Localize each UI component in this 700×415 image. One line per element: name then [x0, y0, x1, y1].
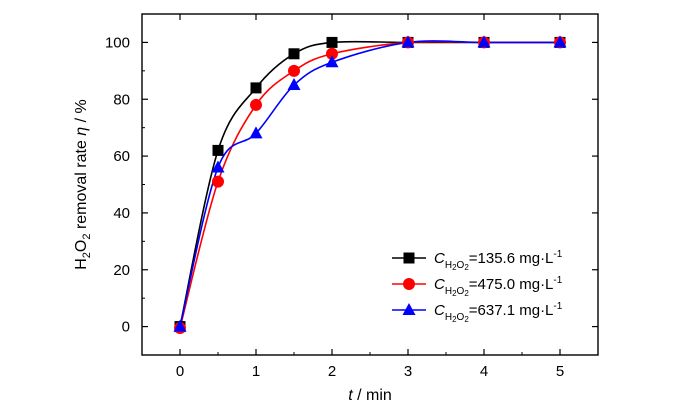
legend-marker-1 — [403, 252, 415, 264]
series-3-point — [173, 319, 187, 332]
x-tick-label: 0 — [176, 363, 184, 380]
series-1-point — [326, 36, 338, 48]
fit-curves — [179, 40, 560, 329]
series-3-point — [553, 35, 567, 48]
x-tick-label: 4 — [480, 363, 488, 380]
legend-marker-3 — [402, 303, 416, 315]
series-1-point — [212, 144, 224, 156]
legend-label-2: CH2O2=475.0 mg·L-1 — [434, 275, 563, 298]
tick-labels: 0 1 2 3 4 5 0 20 40 60 80 100 — [105, 34, 564, 380]
series-3-point — [477, 35, 491, 48]
legend-label-1: CH2O2=135.6 mg·L-1 — [434, 249, 563, 272]
series-2-point — [288, 64, 300, 77]
x-tick-label: 1 — [252, 363, 260, 380]
legend-marker-2 — [403, 278, 415, 290]
x-tick-label: 2 — [328, 363, 336, 380]
y-tick-label: 80 — [113, 91, 130, 108]
series-2-point — [212, 175, 224, 188]
series-2-point — [250, 98, 262, 111]
x-tick-label: 3 — [404, 363, 412, 380]
y-tick-label: 20 — [113, 262, 130, 279]
y-tick-label: 60 — [113, 148, 130, 165]
y-tick-label: 40 — [113, 205, 130, 222]
series-3-curve — [179, 40, 560, 327]
x-axis-title: t / min — [348, 387, 392, 404]
axis-ticks — [142, 14, 598, 355]
series-3-point — [401, 35, 415, 48]
series-2-point — [326, 47, 338, 60]
series-3-point — [287, 78, 301, 91]
series-1-point — [250, 82, 262, 94]
y-axis-title: H2O2 removal rate η / % — [73, 99, 93, 270]
y-tick-label: 0 — [122, 319, 130, 336]
legend-label-3: CH2O2=637.1 mg·L-1 — [434, 301, 563, 324]
series-3-point — [211, 160, 225, 173]
series-1-point — [288, 48, 300, 60]
y-tick-label: 100 — [105, 34, 130, 51]
series-3-point — [249, 126, 263, 139]
x-tick-label: 5 — [556, 363, 564, 380]
data-markers — [173, 35, 567, 335]
legend: CH2O2=135.6 mg·L-1 CH2O2=475.0 mg·L-1 CH2O… — [392, 249, 563, 324]
series-3-point — [325, 55, 339, 68]
